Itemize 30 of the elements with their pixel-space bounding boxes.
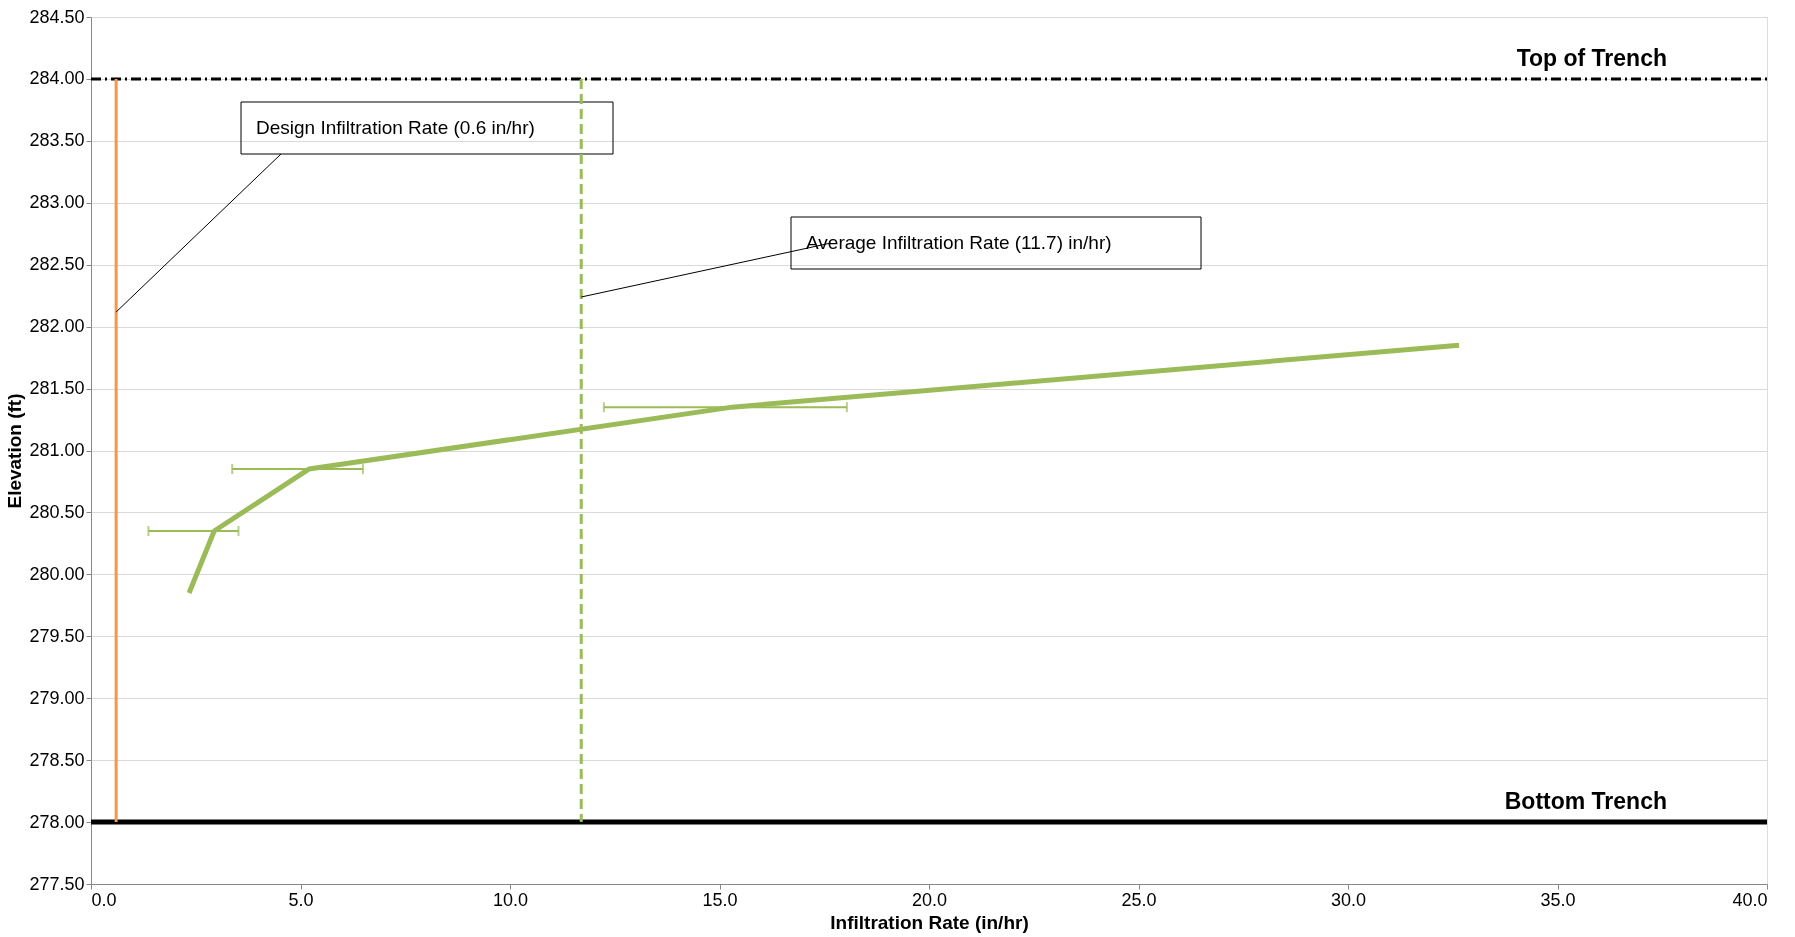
y-axis-title: Elevation (ft) — [4, 393, 26, 509]
y-tick-label: 284.00 — [29, 68, 85, 89]
ref-line-label: Bottom Trench — [1504, 788, 1667, 815]
y-tick-label: 283.00 — [29, 192, 85, 213]
x-tick-label: 20.0 — [911, 889, 948, 910]
y-tick-label: 283.50 — [29, 130, 85, 151]
ref-line-label: Design Infiltration Rate (0.6 in/hr) — [256, 117, 535, 138]
x-tick-label: 40.0 — [1732, 889, 1768, 910]
y-tick-label: 282.00 — [29, 316, 85, 337]
y-tick-label: 278.50 — [29, 749, 85, 770]
y-tick-label: 282.50 — [29, 254, 85, 275]
y-tick-label: 284.50 — [29, 6, 85, 27]
x-tick-label: 35.0 — [1540, 889, 1576, 910]
x-tick-label: 25.0 — [1121, 889, 1157, 910]
y-tick-label: 280.00 — [29, 563, 85, 584]
ref-line-label: Average Infiltration Rate (11.7) in/hr) — [806, 232, 1112, 253]
x-tick-label: 5.0 — [288, 889, 314, 910]
x-tick-label: 30.0 — [1330, 889, 1367, 910]
y-tick-label: 279.50 — [29, 625, 85, 646]
x-tick-label: 15.0 — [702, 889, 738, 910]
y-tick-label: 279.00 — [29, 687, 85, 708]
y-tick-label: 281.00 — [29, 440, 85, 460]
y-tick-label: 277.50 — [29, 873, 85, 894]
x-tick-label: 0.0 — [91, 889, 117, 910]
y-tick-label: 281.50 — [29, 378, 85, 399]
x-tick-label: 10.0 — [492, 889, 529, 910]
y-tick-label: 280.50 — [29, 501, 85, 522]
y-tick-label: 278.00 — [29, 811, 85, 832]
ref-line-label: Top of Trench — [1516, 44, 1667, 71]
x-axis-title: Infiltration Rate (in/hr) — [830, 911, 1029, 933]
